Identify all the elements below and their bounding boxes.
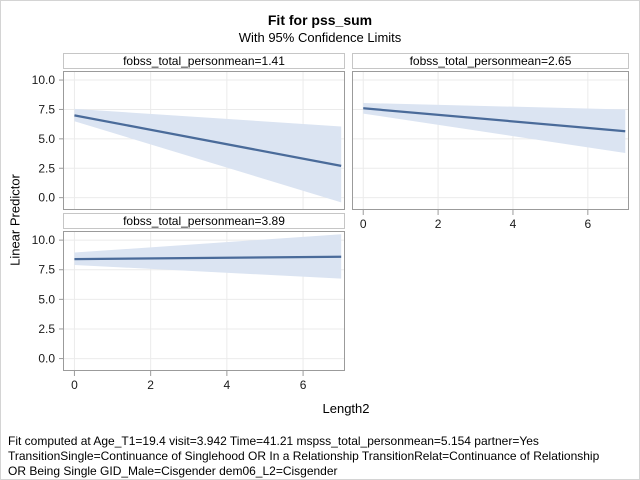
y-tick-label: 0.0 [38,352,55,366]
wall-border [63,231,345,371]
x-tick-label: 6 [300,378,307,392]
fit-line [363,107,626,133]
wall-border [63,71,345,210]
chart-subtitle: With 95% Confidence Limits [238,30,402,45]
y-tick-label: 7.5 [38,102,55,116]
confidence-band [363,102,626,153]
panel-plot-1: 0.0 2.5 5.0 7.5 10.0 [32,71,345,210]
footnote: Fit computed at Age_T1=19.4 visit=3.942 … [8,434,636,479]
y-tick-label: 0.0 [38,191,55,205]
y-tick-label: 7.5 [38,263,55,277]
confidence-band [74,234,342,279]
x-tick-label: 0 [71,378,78,392]
x-tick-label: 0 [360,217,367,231]
y-tick-label: 2.5 [38,322,55,336]
fit-line [74,114,342,168]
wall-border [352,71,629,210]
panel-header-3: fobss_total_personmean=3.89 [63,213,345,229]
x-tick-label: 2 [435,217,442,231]
confidence-band [74,108,342,203]
x-tick-label: 2 [147,378,154,392]
x-tick-label: 4 [224,378,231,392]
y-tick-label: 10.0 [32,233,56,247]
panel-header-1: fobss_total_personmean=1.41 [63,53,345,69]
y-tick-label: 5.0 [38,292,55,306]
y-tick-label: 2.5 [38,161,55,175]
x-tick-label: 6 [584,217,591,231]
footnote-line: Fit computed at Age_T1=19.4 visit=3.942 … [8,434,539,448]
y-tick-label: 5.0 [38,132,55,146]
fit-line [74,255,342,261]
chart-title: Fit for pss_sum [267,12,373,28]
x-axis-label: Length2 [322,401,370,416]
y-axis-label: Linear Predictor [7,174,23,266]
footnote-line: TransitionSingle=Continuance of Singleho… [8,449,600,463]
x-tick-label: 4 [510,217,517,231]
panel-header-2: fobss_total_personmean=2.65 [352,53,629,69]
panel-plot-3: 0.0 2.5 5.0 7.5 10.0 0 2 4 6 [32,231,345,392]
y-tick-label: 10.0 [32,73,56,87]
footnote-line: OR Being Single GID_Male=Cisgender dem06… [8,464,338,478]
panel-plot-2: 0 2 4 6 [352,71,629,231]
